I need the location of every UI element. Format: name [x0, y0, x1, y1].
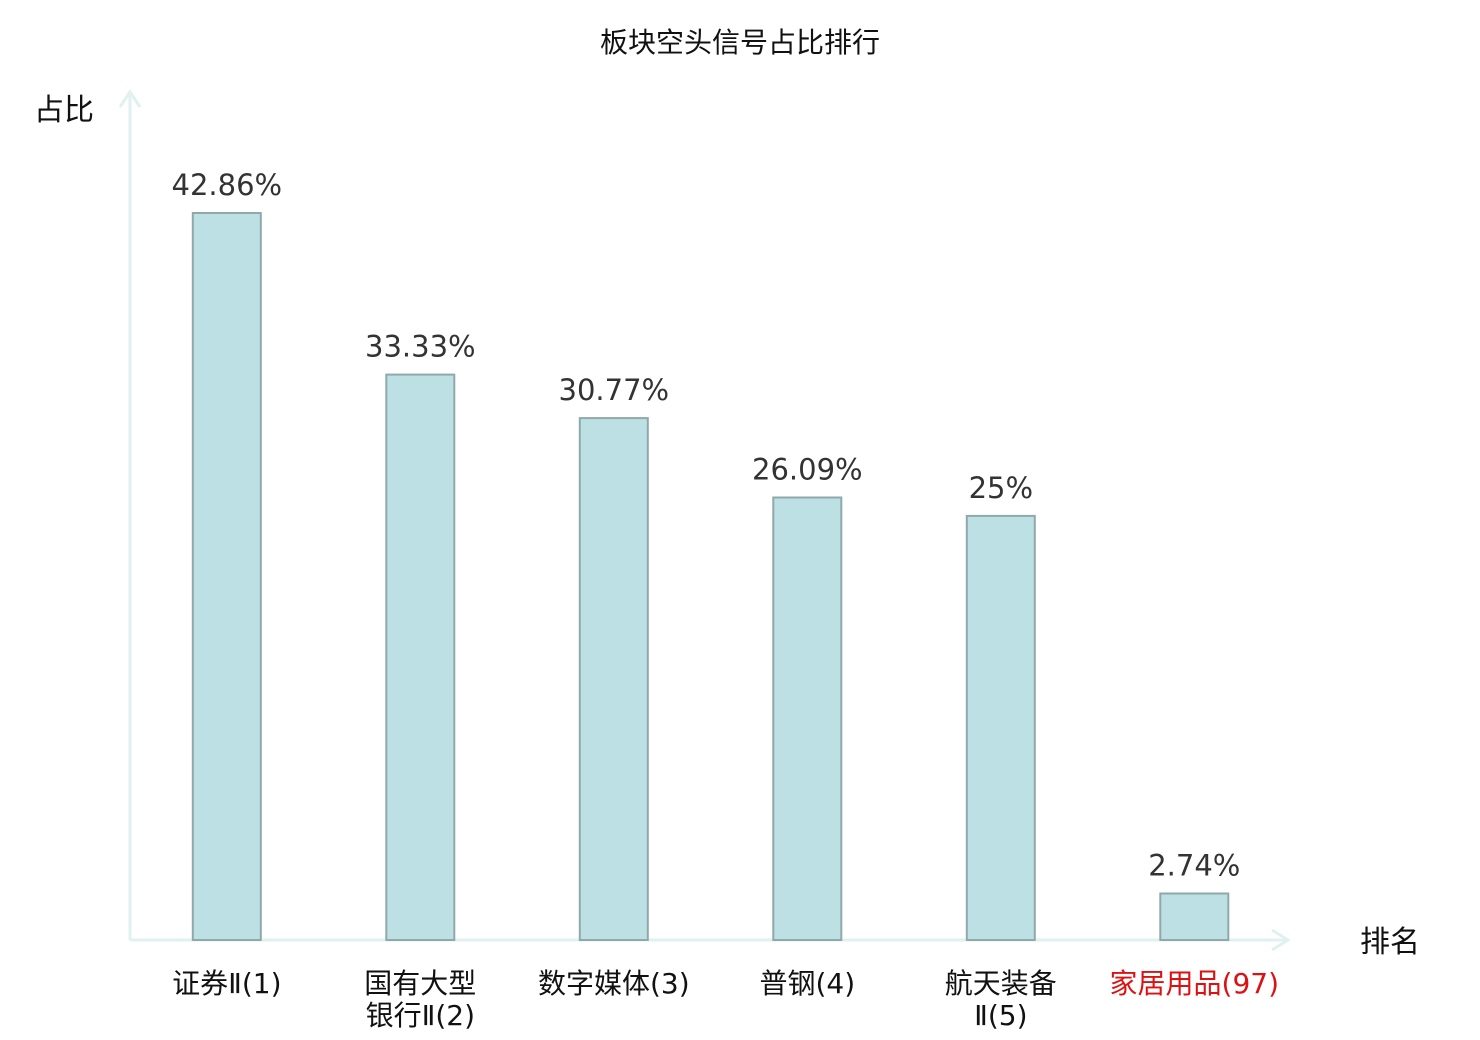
axes — [118, 89, 1291, 952]
bar — [578, 417, 649, 942]
category-tick-label: 航天装备 Ⅱ(5) — [945, 967, 1057, 1032]
category-tick-label: 证券Ⅱ(1) — [172, 967, 281, 1000]
category-tick-label-line: 证券Ⅱ(1) — [172, 967, 281, 1000]
category-tick-label-line: 航天装备 — [945, 967, 1057, 1000]
data-label: 2.74% — [1148, 849, 1240, 883]
chart-title: 板块空头信号占比排行 — [600, 26, 880, 59]
category-tick-label-line: Ⅱ(5) — [974, 999, 1027, 1032]
data-label: 26.09% — [752, 453, 863, 487]
category-tick-label: 普钢(4) — [759, 967, 855, 1000]
data-label: 33.33% — [365, 330, 476, 364]
bar — [191, 212, 262, 941]
y-axis-label: 占比 — [34, 93, 94, 128]
y-axis-arrow — [118, 89, 142, 108]
category-tick-label: 数字媒体(3) — [538, 967, 690, 1000]
bar — [772, 496, 843, 941]
category-labels: 证券Ⅱ(1) 国有大型银行Ⅱ(2) 数字媒体(3) 普钢(4) 航天装备 Ⅱ(5) 家居用品… — [172, 967, 1279, 1032]
data-label: 25% — [969, 471, 1033, 505]
category-tick-label-line: 国有大型 — [364, 967, 476, 1000]
data-label: 42.86% — [172, 168, 283, 202]
bar — [1159, 892, 1230, 941]
bar — [965, 514, 1036, 942]
category-tick-label: 家居用品(97) — [1110, 967, 1279, 1000]
category-tick-label: 国有大型银行Ⅱ(2) — [364, 967, 476, 1032]
category-tick-label-line: 数字媒体(3) — [538, 967, 690, 1000]
category-tick-label-line: 家居用品(97) — [1110, 967, 1279, 1000]
category-tick-label-line: 银行Ⅱ(2) — [366, 999, 475, 1032]
x-axis-label: 排名 — [1360, 925, 1420, 960]
bars — [191, 212, 1230, 942]
data-label: 30.77% — [559, 373, 670, 407]
category-tick-label-line: 普钢(4) — [759, 967, 855, 1000]
value-labels: 42.86% 33.33% 30.77% 26.09% 25% 2.74% — [172, 168, 1241, 883]
bar — [385, 373, 456, 942]
x-axis-arrow — [1271, 928, 1291, 952]
